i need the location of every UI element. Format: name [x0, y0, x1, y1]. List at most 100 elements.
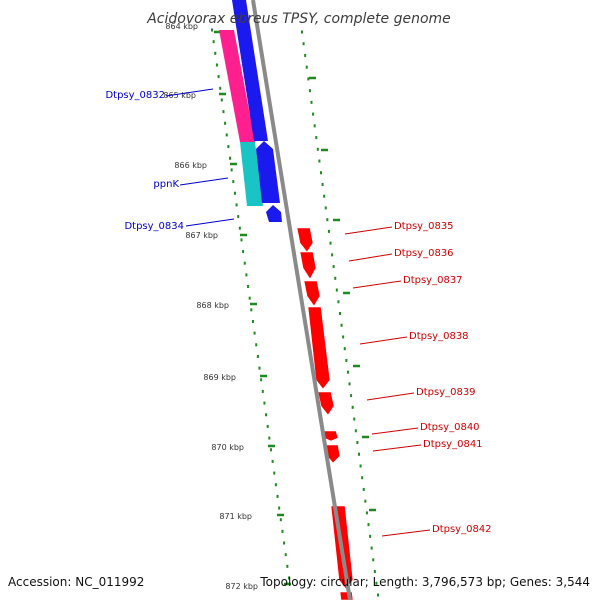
right-track-dot — [346, 370, 349, 374]
right-track-dot — [377, 593, 379, 597]
right-track-dot — [372, 558, 375, 562]
label-leaders-layer — [165, 88, 431, 537]
label-leader-line — [179, 177, 229, 186]
label-leader-line — [185, 218, 235, 227]
right-track-dot — [326, 218, 329, 222]
gene-block — [240, 142, 263, 206]
left-track-dot — [279, 518, 282, 522]
left-track-dot — [237, 215, 240, 219]
left-track-dot — [255, 343, 258, 347]
gene-arrow — [266, 205, 282, 222]
left-track-dot — [271, 459, 274, 463]
left-track-dot — [215, 63, 218, 67]
right-track-dot — [332, 265, 335, 269]
right-track-dot — [350, 394, 353, 398]
genes-layer — [219, 0, 354, 600]
right-track-dot — [323, 194, 326, 198]
right-track-dot — [318, 159, 321, 163]
right-track-dot — [302, 42, 305, 46]
right-track-dot — [327, 229, 330, 233]
gene-label[interactable]: Dtpsy_0841 — [423, 439, 483, 450]
gene-label[interactable]: Dtpsy_0837 — [403, 275, 463, 286]
gene-label[interactable]: Dtpsy_0835 — [394, 221, 454, 232]
left-track-dot — [212, 40, 215, 44]
right-track-dot — [375, 581, 378, 585]
left-track-dot — [274, 483, 277, 487]
left-track-dot — [242, 250, 245, 254]
left-track-dot — [245, 273, 248, 277]
left-track-dot — [220, 98, 223, 102]
right-track-dot — [301, 30, 303, 34]
right-track-dot — [315, 136, 318, 140]
left-track-dot — [230, 168, 233, 172]
right-track-dot — [304, 53, 307, 57]
left-track-dot — [233, 191, 236, 195]
left-track-dot — [268, 436, 271, 440]
left-track-dot — [243, 261, 246, 265]
left-track-dot — [269, 448, 272, 452]
tick-label: 872 kbp — [225, 582, 258, 591]
gene-arrow — [299, 251, 317, 280]
left-track-dot — [253, 331, 256, 335]
genome-backbone — [251, 0, 352, 600]
label-leader-line — [359, 336, 408, 345]
right-track-dot — [362, 487, 365, 491]
right-track-dot — [359, 464, 362, 468]
right-track-dot — [365, 511, 368, 515]
right-track-dot — [370, 546, 373, 550]
left-track-dot — [227, 145, 230, 149]
left-track-dot — [256, 354, 259, 358]
gene-label[interactable]: Dtpsy_0842 — [432, 524, 492, 535]
left-track-dot — [211, 28, 213, 32]
gene-label[interactable]: Dtpsy_0838 — [409, 331, 469, 342]
left-track-dot — [263, 401, 266, 405]
scale-ticks-layer: 864 kbp 865 kbp 866 kbp 867 kbp 868 kbp 869 k… — [163, 22, 376, 591]
left-track-dot — [217, 75, 220, 79]
right-track-dot — [329, 241, 332, 245]
left-track-dot — [288, 576, 290, 580]
label-leader-line — [344, 226, 393, 235]
gene-label[interactable]: Dtpsy_0839 — [416, 387, 476, 398]
label-leader-line — [371, 427, 419, 435]
tick-label: 865 kbp — [163, 91, 196, 100]
left-track-dot — [286, 564, 289, 568]
gene-arrow — [296, 227, 314, 253]
left-track-dot — [261, 389, 264, 393]
map-title: Acidovorax ebreus TPSY, complete genome — [146, 11, 451, 27]
left-track-dot — [266, 424, 269, 428]
right-track-dot — [312, 112, 315, 116]
gene-label[interactable]: Dtpsy_0840 — [420, 422, 480, 433]
gene-label[interactable]: Dtpsy_0836 — [394, 248, 454, 259]
left-track-dot — [258, 366, 261, 370]
right-track-dot — [342, 335, 345, 339]
tick-label: 866 kbp — [174, 161, 207, 170]
right-track-dot — [353, 417, 356, 421]
tick-dots-layer — [211, 28, 379, 597]
gene-label[interactable]: Dtpsy_0834 — [124, 221, 184, 232]
left-track-dot — [232, 180, 235, 184]
gene-label[interactable]: Dtpsy_0832 — [105, 90, 165, 101]
left-track-dot — [238, 226, 241, 230]
left-track-dot — [273, 471, 276, 475]
left-track-dot — [247, 285, 250, 289]
right-track-dot — [354, 429, 357, 433]
right-track-dot — [305, 65, 308, 69]
gene-arrow — [232, 0, 268, 141]
left-track-dot — [281, 529, 284, 533]
accession-text: Accession: NC_011992 — [8, 575, 144, 589]
left-track-dot — [278, 506, 281, 510]
right-track-dot — [356, 441, 359, 445]
right-track-dot — [331, 253, 334, 257]
left-track-dot — [229, 156, 232, 160]
right-track-dot — [324, 206, 327, 210]
right-track-dot — [345, 358, 348, 362]
right-track-dot — [308, 89, 311, 93]
gene-arrow — [317, 391, 335, 416]
right-track-dot — [320, 171, 322, 175]
gene-arrow — [303, 280, 321, 307]
right-track-dot — [373, 570, 376, 574]
gene-label[interactable]: ppnK — [153, 179, 179, 190]
right-track-dot — [340, 323, 343, 327]
right-track-dot — [313, 124, 316, 128]
